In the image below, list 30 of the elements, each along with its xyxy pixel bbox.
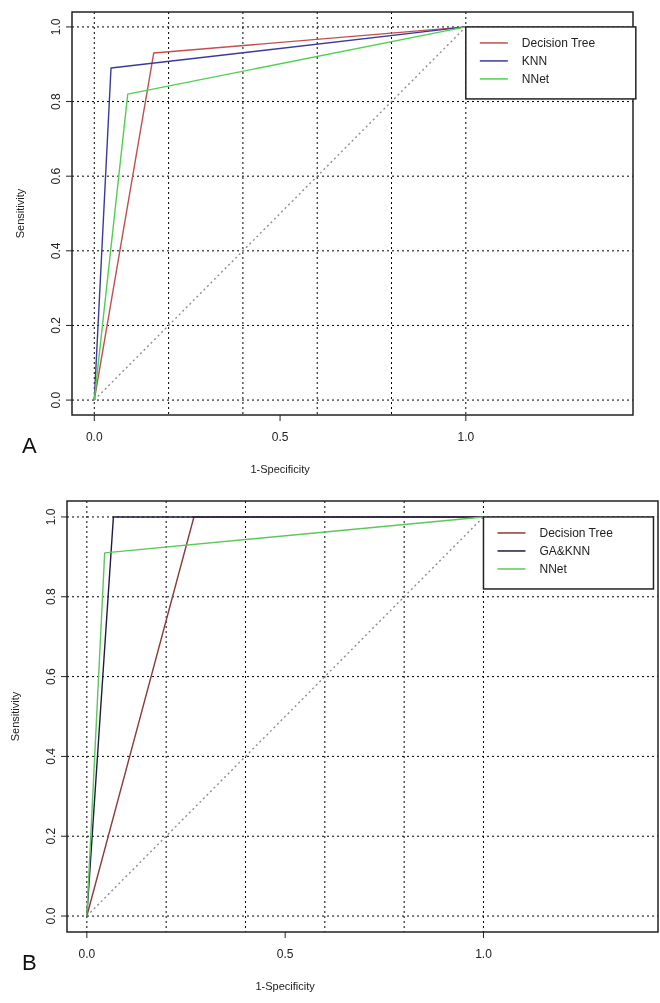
y-tick-label: 0.4 — [44, 747, 58, 765]
legend-label: NNet — [539, 561, 568, 576]
y-tick-label: 0.6 — [44, 667, 58, 685]
x-tick-label: 0.0 — [85, 430, 103, 444]
x-tick-label: 0.5 — [271, 430, 289, 444]
x-tick-label: 1.0 — [475, 947, 493, 961]
y-tick-label: 0.2 — [49, 316, 63, 334]
text: B — [22, 950, 37, 975]
x-tick-label: 0.5 — [276, 947, 294, 961]
y-axis-title: Sensitivity — [9, 691, 21, 742]
legend-label: GA&KNN — [539, 543, 591, 558]
x-tick-label: 1.0 — [457, 430, 475, 444]
x-axis-title: 1-Specificity — [255, 980, 316, 992]
y-tick-label: 0.4 — [49, 242, 63, 260]
y-tick-label: 0.2 — [44, 827, 58, 845]
text: A — [22, 433, 37, 458]
x-tick-label: 0.0 — [78, 947, 96, 961]
y-tick-label: 1.0 — [44, 508, 58, 526]
y-tick-label: 0.0 — [44, 907, 58, 925]
legend-label: KNN — [521, 53, 548, 68]
y-tick-label: 0.0 — [49, 391, 63, 409]
legend-label: Decision Tree — [539, 525, 614, 540]
legend-label: Decision Tree — [521, 35, 596, 50]
x-axis-title: 1-Specificity — [250, 463, 311, 475]
legend-label: NNet — [521, 71, 550, 86]
y-axis-title: Sensitivity — [14, 188, 26, 239]
y-tick-label: 0.8 — [44, 588, 58, 606]
y-tick-label: 0.6 — [49, 167, 63, 185]
y-tick-label: 0.8 — [49, 92, 63, 110]
y-tick-label: 1.0 — [49, 18, 63, 36]
